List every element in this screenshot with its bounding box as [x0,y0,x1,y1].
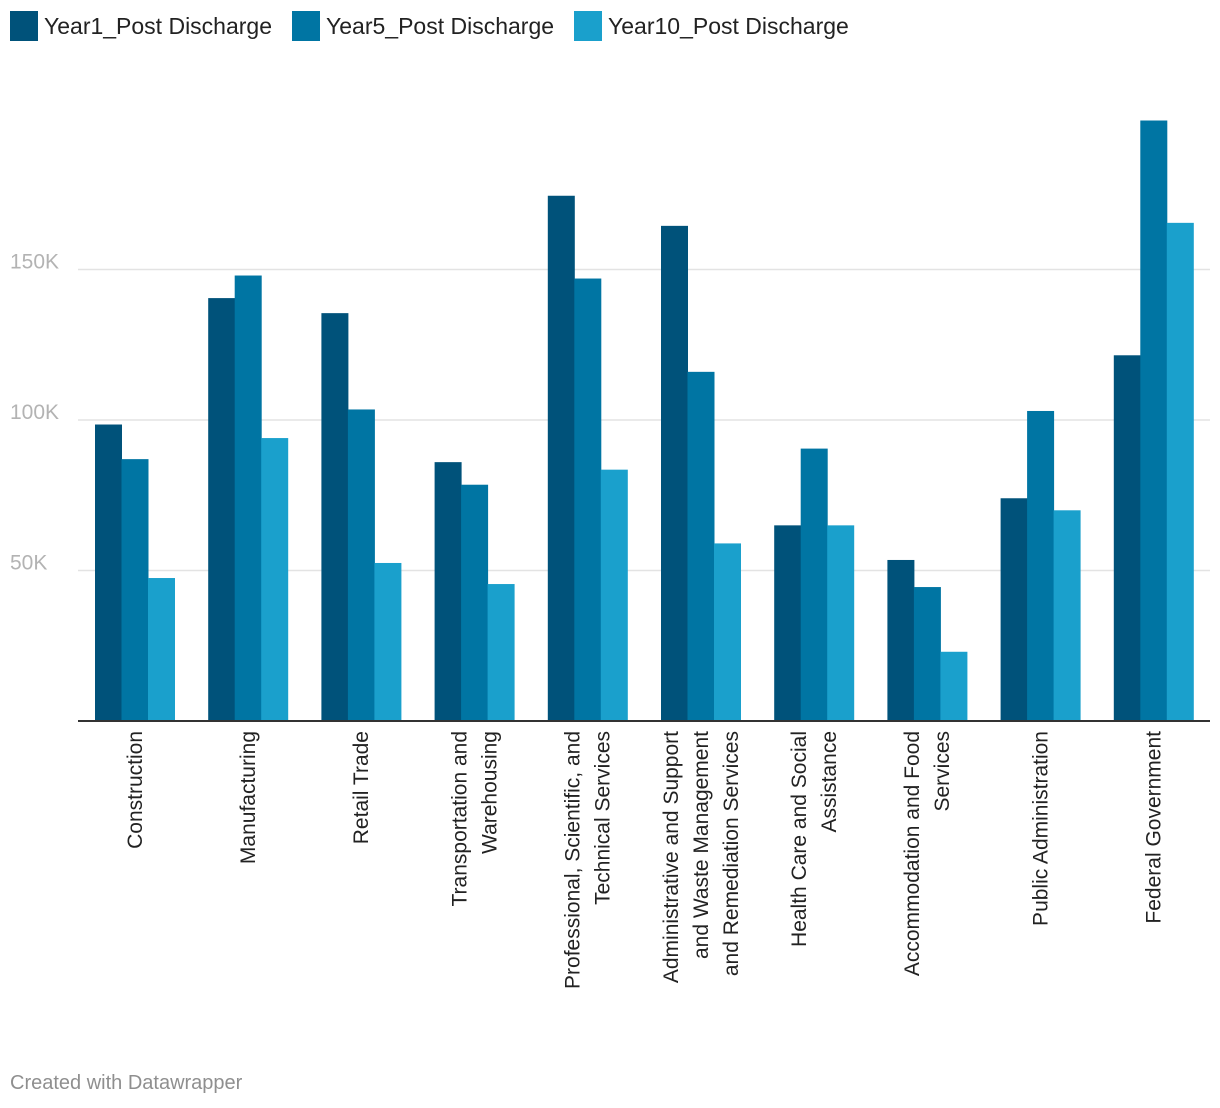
legend-swatch [10,11,38,41]
legend-label: Year5_Post Discharge [326,12,555,39]
legend-swatch [574,11,603,41]
bar [687,371,715,721]
legend-label: Year1_Post Discharge [44,12,273,39]
category-label-line: Warehousing [478,731,501,854]
bar [800,448,828,721]
legend-label: Year10_Post Discharge [608,12,849,39]
bar [913,587,941,721]
category-label: Public Administration [1029,731,1052,926]
bar [940,651,968,721]
category-label-line: Services [931,731,954,812]
bar [1113,355,1141,721]
category-label: Manufacturing [237,731,260,864]
bar [261,438,289,721]
legend-item: Year10_Post Discharge [574,11,849,41]
bar [321,313,349,721]
category-label-line: Federal Government [1143,731,1166,924]
category-label: Transportation and Warehousing [448,731,501,907]
category-label-line: and Waste Management [690,731,713,959]
y-tick-label: 150K [10,251,59,274]
credit-text: Created with Datawrapper [10,1072,243,1094]
bar [600,469,628,721]
legend-item: Year1_Post Discharge [10,11,272,41]
bar [661,225,688,722]
category-label: Health Care and Social Assistance [788,731,841,947]
bar [347,409,375,721]
category-label-line: Retail Trade [350,731,373,844]
category-label-line: and Remediation Services [720,731,743,976]
category-label: Accommodation and Food Services [901,731,954,976]
category-label-line: Health Care and Social [788,731,811,947]
bar [1140,120,1168,721]
bar [374,562,402,721]
legend: Year1_Post Discharge Year5_Post Discharge… [10,11,869,41]
category-label-line: Construction [124,731,147,849]
y-tick-label: 100K [10,401,59,424]
bar [434,462,462,721]
category-label-line: Assistance [818,731,841,833]
category-label: Administrative and Support and Waste Mana… [660,731,743,983]
bar-chart: 50K 100K 150K Construction Manufacturing Reta… [10,120,1210,989]
category-label: Retail Trade [350,731,373,844]
bar [827,525,855,721]
bar [461,484,489,721]
category-label-line: Professional, Scientific, and [562,731,585,989]
category-label: Federal Government [1143,731,1166,924]
legend-item: Year5_Post Discharge [292,11,554,41]
bar [714,543,741,721]
bar [1027,410,1055,721]
y-tick-label: 50K [10,552,47,575]
bar [148,578,175,721]
category-label-line: Administrative and Support [660,731,683,983]
category-label-line: Transportation and [448,731,471,907]
legend-swatch [292,11,321,41]
bar [574,278,602,721]
bar [547,195,575,721]
bar [208,298,236,721]
bar [1166,222,1194,721]
category-label-line: Accommodation and Food [901,731,924,976]
bar [774,525,802,721]
bar [1000,498,1028,721]
category-label: Professional, Scientific, and Technical S… [562,731,615,989]
category-label-line: Public Administration [1029,731,1052,926]
bar [1053,510,1081,721]
category-label-line: Manufacturing [237,731,260,864]
bar [95,424,122,721]
bar [121,459,149,721]
category-label-line: Technical Services [592,731,615,905]
bar [487,584,515,721]
bar [234,275,262,721]
bar [887,559,915,721]
category-label: Construction [124,731,147,849]
